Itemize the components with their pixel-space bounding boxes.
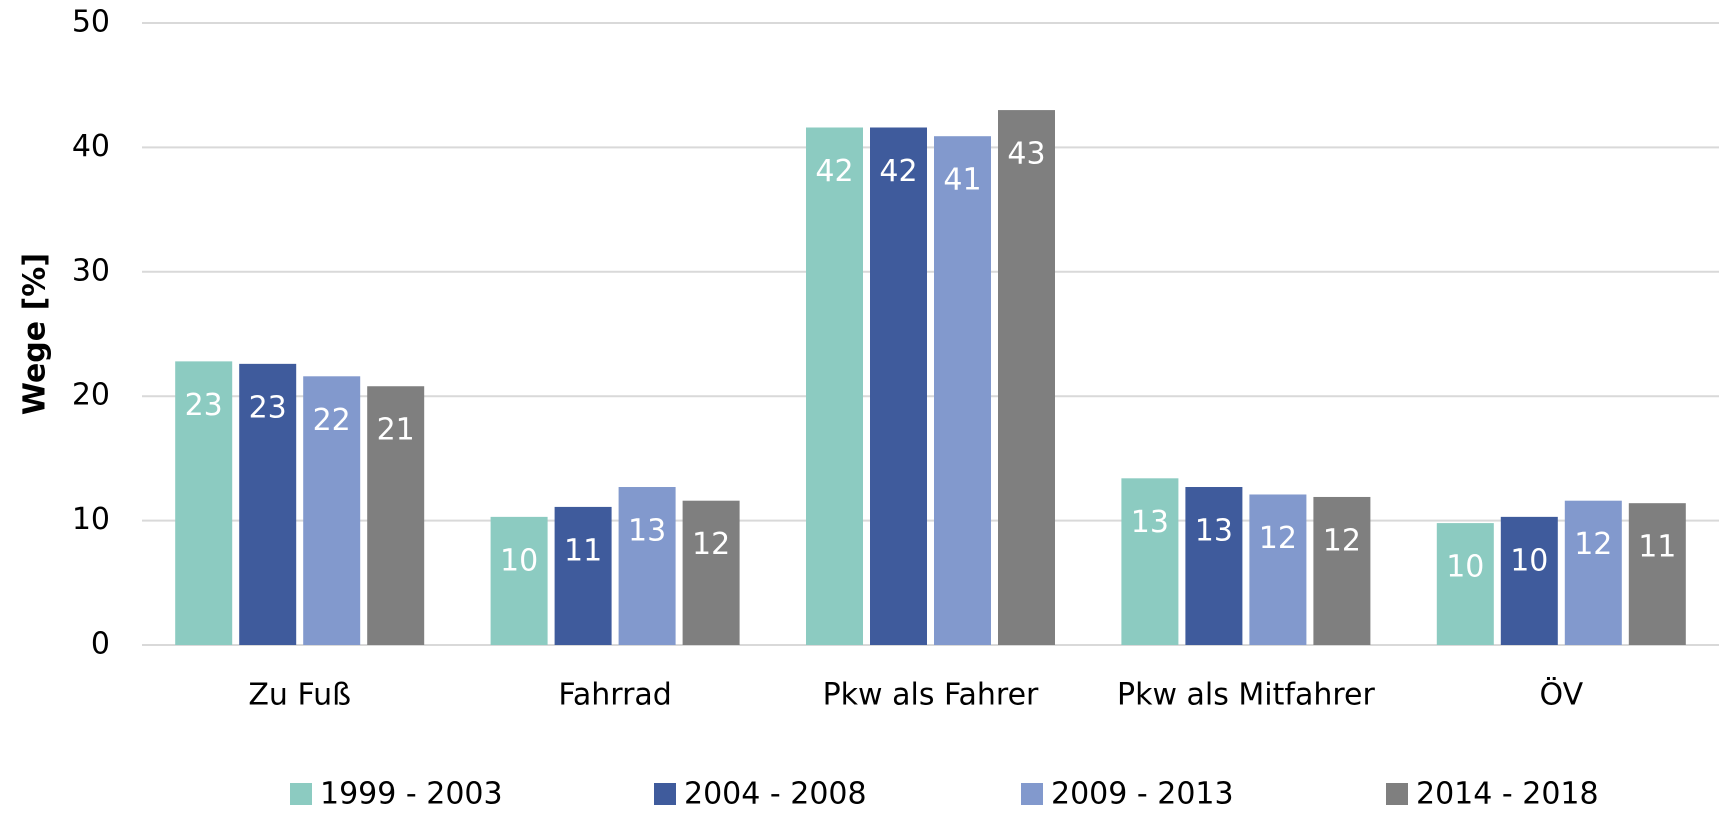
bar bbox=[1628, 503, 1686, 645]
y-tick-label: 10 bbox=[72, 502, 110, 537]
data-label: 12 bbox=[1323, 523, 1361, 558]
bar bbox=[1185, 487, 1243, 645]
data-label: 10 bbox=[500, 543, 538, 578]
data-label: 22 bbox=[313, 403, 351, 438]
data-label: 23 bbox=[185, 388, 223, 423]
data-label: 13 bbox=[628, 514, 666, 549]
data-label: 13 bbox=[1131, 505, 1169, 540]
bar bbox=[490, 516, 548, 645]
data-label: 11 bbox=[1638, 530, 1676, 565]
bar bbox=[1313, 496, 1371, 645]
legend-label: 2004 - 2008 bbox=[684, 777, 867, 812]
legend-swatch bbox=[1021, 783, 1043, 805]
data-label: 21 bbox=[377, 413, 415, 448]
data-label: 10 bbox=[1510, 543, 1548, 578]
data-label: 42 bbox=[879, 154, 917, 189]
bar bbox=[175, 361, 233, 645]
y-tick-label: 50 bbox=[72, 5, 110, 40]
bar bbox=[1500, 516, 1558, 645]
data-label: 23 bbox=[249, 390, 287, 425]
bar bbox=[303, 376, 361, 645]
bar bbox=[682, 500, 740, 645]
bar bbox=[554, 506, 612, 645]
bar bbox=[870, 127, 927, 646]
legend-swatch bbox=[1386, 783, 1408, 805]
y-tick-label: 20 bbox=[72, 378, 110, 413]
legend-swatch bbox=[654, 783, 676, 805]
bar bbox=[806, 127, 863, 646]
data-label: 12 bbox=[1574, 527, 1612, 562]
legend-swatch bbox=[290, 783, 312, 805]
data-label: 11 bbox=[564, 533, 602, 568]
bar bbox=[618, 487, 676, 645]
bar bbox=[1436, 523, 1494, 645]
x-tick-label: ÖV bbox=[1539, 677, 1583, 713]
bar bbox=[239, 363, 297, 645]
bar bbox=[1249, 494, 1307, 645]
x-tick-label: Zu Fuß bbox=[248, 678, 351, 713]
bar bbox=[934, 136, 991, 646]
x-tick-label: Fahrrad bbox=[558, 678, 671, 713]
bar bbox=[1564, 500, 1622, 645]
y-axis-label: Wege [%] bbox=[18, 253, 53, 415]
data-label: 10 bbox=[1446, 550, 1484, 585]
bar bbox=[367, 386, 425, 645]
legend-label: 2009 - 2013 bbox=[1051, 777, 1234, 812]
bar bbox=[1121, 478, 1179, 645]
data-label: 41 bbox=[943, 163, 981, 198]
y-tick-label: 0 bbox=[91, 627, 110, 662]
data-label: 12 bbox=[1259, 521, 1297, 556]
y-tick-label: 30 bbox=[72, 253, 110, 288]
x-tick-label: Pkw als Fahrer bbox=[823, 678, 1039, 713]
legend-label: 2014 - 2018 bbox=[1416, 777, 1599, 812]
data-label: 12 bbox=[692, 527, 730, 562]
legend-label: 1999 - 2003 bbox=[320, 777, 503, 812]
data-label: 13 bbox=[1195, 514, 1233, 549]
data-label: 42 bbox=[815, 154, 853, 189]
bar bbox=[998, 110, 1055, 645]
data-label: 43 bbox=[1007, 137, 1045, 172]
x-tick-label: Pkw als Mitfahrer bbox=[1117, 678, 1375, 713]
y-tick-label: 40 bbox=[72, 129, 110, 164]
